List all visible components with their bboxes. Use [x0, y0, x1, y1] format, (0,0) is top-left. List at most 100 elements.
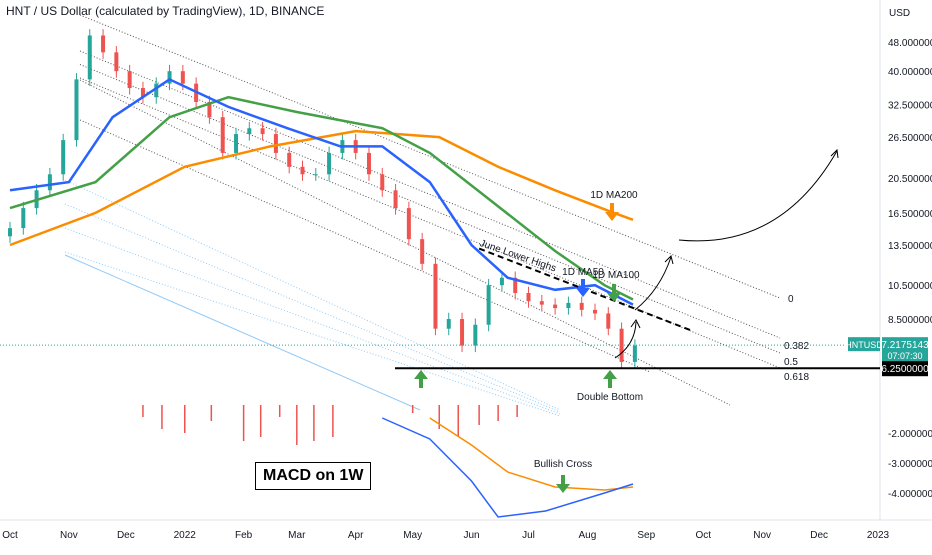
channel-line-blue-solid	[64, 254, 421, 411]
ma200-label: 1D MA200	[590, 190, 638, 201]
candle-body	[460, 319, 465, 346]
time-tick-label: Jul	[522, 530, 535, 541]
candle-body	[526, 292, 531, 302]
candle-body	[513, 277, 518, 293]
candle-body	[287, 152, 292, 167]
candle-body	[327, 152, 332, 175]
time-tick-label: Dec	[117, 530, 135, 541]
fib-channel-line	[79, 119, 651, 373]
candle-body	[499, 277, 504, 286]
candle-body	[101, 35, 106, 53]
candle-body	[207, 101, 212, 118]
price-tick-label: 48.0000000	[888, 38, 932, 49]
candle-body	[380, 174, 385, 191]
time-tick-label: Nov	[60, 530, 78, 541]
price-tick-label: 8.5000000	[888, 315, 932, 326]
candle-body	[220, 117, 225, 153]
projection-curve-3	[678, 150, 838, 242]
fib-channel-line	[79, 77, 781, 369]
ma50-line	[9, 77, 634, 306]
bullish-cross-arrow	[556, 475, 570, 493]
candle-body	[579, 302, 584, 310]
double-bottom-label: Double Bottom	[577, 392, 643, 403]
macd-tick-label: -2.0000000	[888, 429, 932, 440]
candle-body	[114, 52, 119, 72]
channel-line-blue	[64, 227, 561, 415]
fib-channel-line	[79, 64, 781, 354]
channel-line-blue	[64, 179, 561, 411]
ma200-arrow	[605, 203, 619, 221]
fib-channel-line	[79, 14, 781, 299]
projection-arrowhead-1	[630, 319, 641, 329]
projection-curve-2	[634, 256, 672, 311]
ma200-line	[9, 129, 634, 247]
bullish-cross-label: Bullish Cross	[534, 459, 592, 470]
channel-line-blue	[64, 251, 561, 417]
candle-body	[260, 128, 265, 135]
fib-level-label: 0.5	[784, 357, 798, 368]
candle-body	[21, 208, 26, 229]
candle-body	[273, 134, 278, 153]
candle-body	[234, 134, 239, 153]
fib-level-label: 0.618	[784, 372, 809, 383]
price-tick-label: 13.5000000	[888, 241, 932, 252]
symbol-label: HNTUSD	[845, 340, 883, 350]
fib-level-label: 0	[788, 294, 794, 305]
candle-body	[154, 83, 159, 98]
candle-body	[47, 174, 52, 191]
projection-arrowhead-3	[830, 148, 839, 159]
price-tick-label: 10.5000000	[888, 281, 932, 292]
candle-body	[632, 345, 637, 362]
fib-level-label: 0.382	[784, 341, 809, 352]
macd-label: MACD on 1W	[255, 462, 372, 490]
ma50-arrow	[576, 279, 590, 297]
candle-body	[247, 128, 252, 135]
ma50-label: 1D MA50	[562, 267, 604, 278]
candle-body	[313, 174, 318, 176]
projection-arrowhead-2	[664, 255, 674, 265]
double-bottom-arrow-1	[414, 370, 428, 388]
symbol-tag	[848, 337, 880, 352]
candle-body	[406, 208, 411, 240]
candle-body	[446, 319, 451, 329]
price-tick-label: 20.5000000	[888, 174, 932, 185]
time-tick-label: Feb	[235, 530, 253, 541]
macd-signal-line	[429, 417, 634, 491]
candle-body	[566, 302, 571, 309]
current-price-value: 7.2175143	[881, 340, 929, 351]
candle-body	[127, 71, 132, 89]
channel-line-blue	[64, 203, 561, 413]
ma100-line	[9, 95, 634, 301]
time-tick-label: Aug	[579, 530, 597, 541]
candle-body	[539, 301, 544, 305]
current-price-tag	[882, 337, 928, 362]
candle-body	[8, 228, 12, 237]
candle-body	[433, 263, 438, 329]
price-unit-label: USD	[889, 8, 910, 19]
macd-line	[381, 417, 634, 518]
double-bottom-arrow-2	[603, 370, 617, 388]
time-tick-label: Dec	[810, 530, 828, 541]
candle-body	[606, 313, 611, 329]
time-tick-label: Mar	[288, 530, 306, 541]
candle-body	[366, 152, 371, 175]
candle-body	[553, 304, 558, 309]
candle-body	[87, 35, 92, 80]
time-tick-label: Nov	[753, 530, 771, 541]
candle-body	[300, 166, 305, 175]
candle-body	[61, 140, 66, 175]
candle-body	[167, 71, 172, 84]
chart-title: HNT / US Dollar (calculated by TradingVi…	[6, 4, 325, 18]
bar-countdown: 07:07:30	[887, 351, 922, 361]
candle-body	[486, 285, 491, 325]
projection-curve-1	[614, 321, 637, 359]
time-tick-label: May	[403, 530, 422, 541]
macd-tick-label: -3.0000000	[888, 459, 932, 470]
price-tick-label: 16.5000000	[888, 209, 932, 220]
candle-body	[180, 71, 185, 84]
macd-tick-label: -4.0000000	[888, 489, 932, 500]
price-tick-label: 26.5000000	[888, 133, 932, 144]
time-tick-label: Jun	[463, 530, 479, 541]
